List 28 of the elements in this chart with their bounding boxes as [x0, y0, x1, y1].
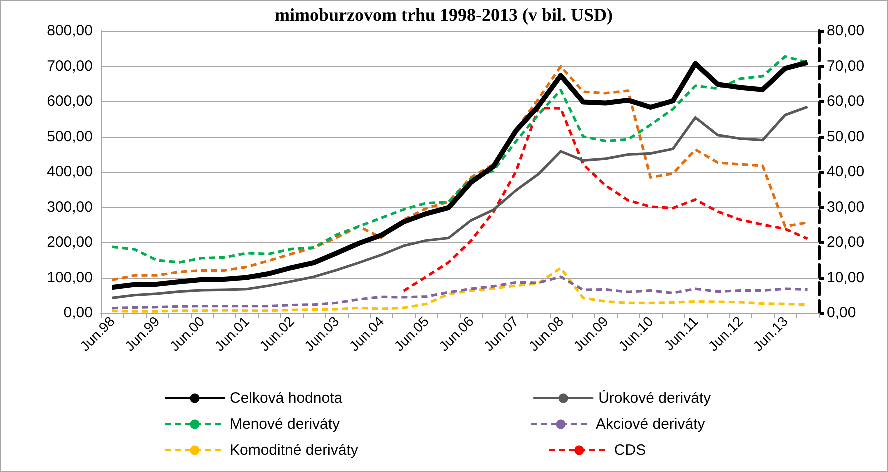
y-tick-label: 500,00 [47, 128, 93, 146]
y2-tick-label: 50,00 [827, 128, 865, 146]
y2-tick-label: 60,00 [827, 93, 865, 110]
y2-tick-label: 30,00 [827, 198, 865, 216]
legend-label: Akciové deriváty [596, 416, 706, 433]
y-tick-label: 400,00 [47, 164, 93, 180]
y2-tick-label: 80,00 [827, 22, 865, 40]
y2-tick-label: 40,00 [827, 164, 865, 180]
y-tick-label: 200,00 [47, 234, 93, 251]
legend-label: Menové deriváty [230, 416, 341, 433]
line-series [110, 106, 810, 300]
legend-label: Úrokové deriváty [598, 389, 712, 407]
line-series [110, 276, 810, 310]
y-tick-label: 300,00 [47, 198, 93, 216]
y-tick-label: 800,00 [47, 22, 93, 40]
legend-label: Komoditné deriváty [230, 442, 359, 459]
chart-title: mimoburzovom trhu 1998-2013 (v bil. USD) [275, 5, 613, 25]
y2-tick-label: 0,00 [827, 304, 856, 322]
y2-tick-label: 70,00 [827, 58, 865, 75]
y-tick-label: 700,00 [47, 58, 93, 75]
line-series [402, 106, 810, 292]
y-tick-label: 600,00 [47, 93, 93, 110]
y2-tick-label: 10,00 [827, 269, 865, 286]
y-tick-label: 0,00 [64, 304, 93, 322]
y-tick-label: 100,00 [47, 269, 93, 286]
legend-label: CDS [614, 442, 646, 459]
legend-label: Celková hodnota [230, 390, 344, 407]
y2-tick-label: 20,00 [827, 234, 865, 251]
